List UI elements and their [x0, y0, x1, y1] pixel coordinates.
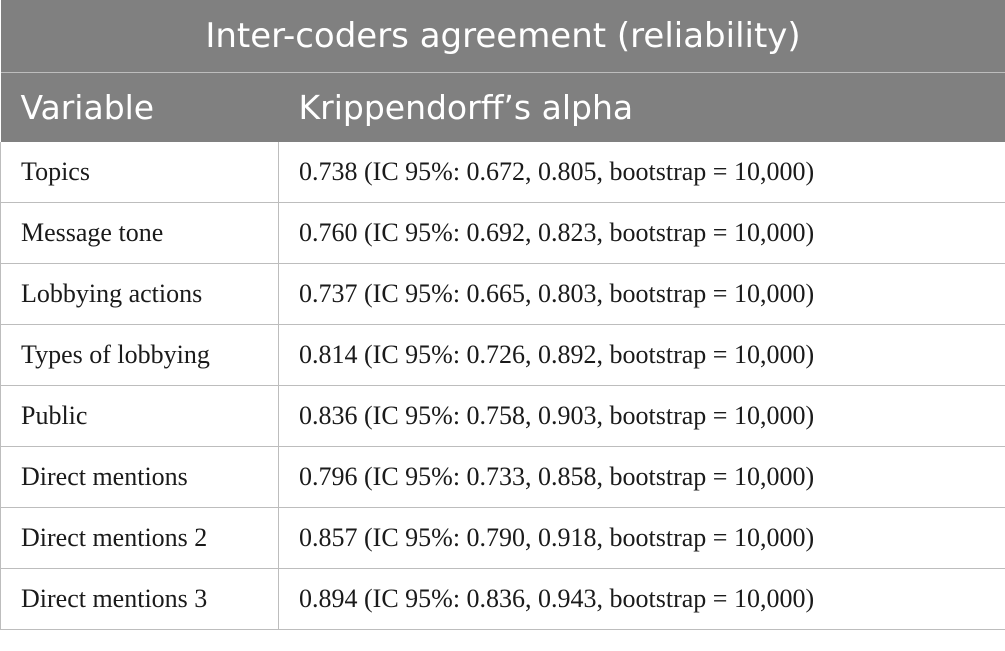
table-row: Direct mentions 0.796 (IC 95%: 0.733, 0.…: [0, 446, 1005, 508]
table-row: Direct mentions 3 0.894 (IC 95%: 0.836, …: [0, 568, 1005, 630]
alpha-cell: 0.738 (IC 95%: 0.672, 0.805, bootstrap =…: [277, 142, 1005, 203]
table-row: Lobbying actions 0.737 (IC 95%: 0.665, 0…: [0, 263, 1005, 325]
alpha-cell: 0.857 (IC 95%: 0.790, 0.918, bootstrap =…: [277, 507, 1005, 569]
table-row: Public 0.836 (IC 95%: 0.758, 0.903, boot…: [0, 385, 1005, 447]
column-header-alpha: Krippendorff’s alpha: [278, 72, 1005, 142]
variable-cell: Types of lobbying: [0, 324, 279, 386]
reliability-table: Inter-coders agreement (reliability) Var…: [0, 0, 1005, 630]
variable-cell: Public: [0, 385, 279, 447]
table-row: Topics 0.738 (IC 95%: 0.672, 0.805, boot…: [0, 142, 1005, 203]
table-title-row: Inter-coders agreement (reliability): [0, 0, 1005, 73]
alpha-cell: 0.836 (IC 95%: 0.758, 0.903, bootstrap =…: [277, 385, 1005, 447]
alpha-cell: 0.814 (IC 95%: 0.726, 0.892, bootstrap =…: [277, 324, 1005, 386]
table-row: Direct mentions 2 0.857 (IC 95%: 0.790, …: [0, 507, 1005, 569]
variable-cell: Topics: [0, 142, 279, 203]
variable-cell: Direct mentions: [0, 446, 279, 508]
variable-cell: Direct mentions 2: [0, 507, 279, 569]
alpha-cell: 0.737 (IC 95%: 0.665, 0.803, bootstrap =…: [277, 263, 1005, 325]
reliability-table-container: Inter-coders agreement (reliability) Var…: [0, 0, 1005, 630]
alpha-cell: 0.796 (IC 95%: 0.733, 0.858, bootstrap =…: [277, 446, 1005, 508]
table-row: Message tone 0.760 (IC 95%: 0.692, 0.823…: [0, 202, 1005, 264]
table-header-row: Variable Krippendorff’s alpha: [0, 72, 1005, 142]
column-header-variable: Variable: [0, 72, 279, 142]
table-title: Inter-coders agreement (reliability): [0, 0, 1005, 73]
variable-cell: Direct mentions 3: [0, 568, 279, 630]
table-row: Types of lobbying 0.814 (IC 95%: 0.726, …: [0, 324, 1005, 386]
alpha-cell: 0.760 (IC 95%: 0.692, 0.823, bootstrap =…: [277, 202, 1005, 264]
alpha-cell: 0.894 (IC 95%: 0.836, 0.943, bootstrap =…: [277, 568, 1005, 630]
variable-cell: Lobbying actions: [0, 263, 279, 325]
variable-cell: Message tone: [0, 202, 279, 264]
